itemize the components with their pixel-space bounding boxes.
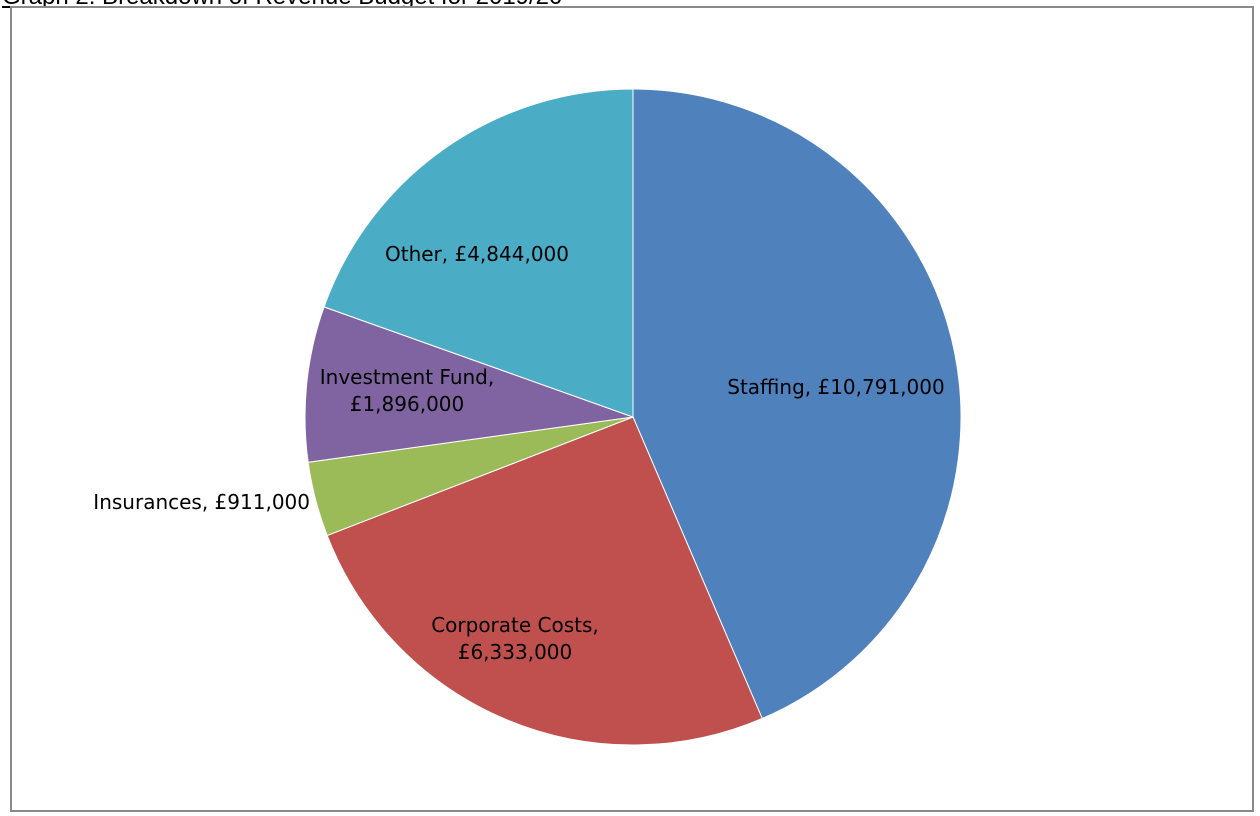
pie-label-corporate-costs: Corporate Costs, £6,333,000 <box>431 613 599 664</box>
pie-label-insurances: Insurances, £911,000 <box>93 490 310 514</box>
pie-slices <box>304 88 962 746</box>
pie-slice-staffing <box>632 88 962 720</box>
pie-slice-investment-fund <box>304 306 634 463</box>
pie-chart: Staffing, £10,791,000 Corporate Costs, £6,… <box>93 88 962 746</box>
pie-label-investment-fund: Investment Fund, £1,896,000 <box>320 365 494 416</box>
pie-label-other: Other, £4,844,000 <box>385 242 569 266</box>
pie-slice-other <box>323 88 634 418</box>
chart-area: Staffing, £10,791,000 Corporate Costs, £6,… <box>10 6 1254 812</box>
pie-labels: Staffing, £10,791,000 Corporate Costs, £6,… <box>93 242 944 664</box>
chart-caption: Graph 2: Breakdown of Revenue Budget for… <box>2 0 562 9</box>
pie-slice-corporate-costs <box>326 416 763 746</box>
pie-label-staffing: Staffing, £10,791,000 <box>727 375 944 399</box>
